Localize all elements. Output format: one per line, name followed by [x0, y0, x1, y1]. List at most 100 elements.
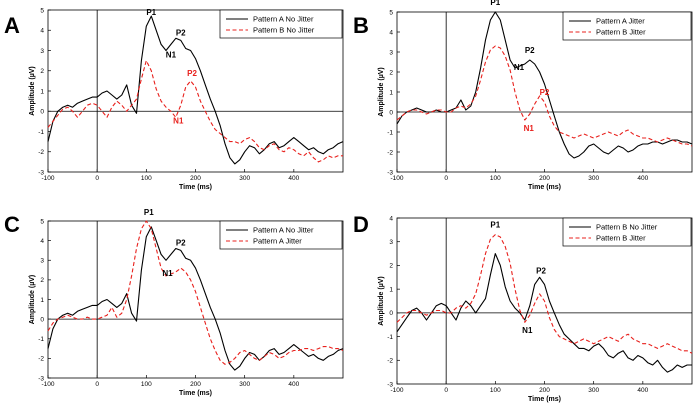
x-axis-title: Time (ms) — [179, 184, 212, 191]
y-tick-label: 1 — [40, 297, 44, 304]
y-tick-label: 0 — [389, 310, 393, 317]
legend: Pattern B No Jitter Pattern B Jitter — [562, 217, 692, 247]
series-line-1 — [396, 253, 692, 373]
legend-label: Pattern A No Jitter — [253, 226, 314, 235]
x-tick-label: 100 — [141, 175, 152, 182]
x-tick-label: 300 — [239, 381, 250, 388]
y-axis-title: Amplitude (µV) — [29, 66, 36, 116]
peak-label: P2 — [536, 267, 546, 276]
y-tick-label: -3 — [387, 169, 393, 176]
series-line-2 — [47, 60, 343, 163]
x-tick-label: 200 — [539, 175, 550, 182]
panel-letter: C — [4, 212, 20, 237]
x-tick-label: 100 — [490, 387, 501, 394]
x-tick-label: 300 — [588, 387, 599, 394]
panel-letter: A — [4, 13, 20, 38]
y-tick-label: -2 — [38, 149, 44, 156]
y-tick-label: 3 — [389, 239, 393, 246]
series-line-2 — [47, 220, 344, 365]
x-tick-label: -100 — [41, 175, 54, 182]
x-tick-label: 100 — [141, 381, 152, 388]
y-tick-label: 4 — [40, 238, 44, 245]
legend-label: Pattern A Jitter — [253, 237, 302, 246]
y-tick-label: 5 — [40, 218, 44, 225]
y-tick-label: 4 — [389, 215, 393, 222]
y-tick-label: -3 — [38, 169, 44, 176]
y-tick-label: 4 — [389, 29, 393, 36]
y-tick-label: -1 — [38, 336, 44, 343]
x-tick-label: 0 — [95, 381, 99, 388]
peak-label: N1 — [514, 63, 525, 72]
peak-label: P2 — [187, 69, 197, 78]
legend-box — [562, 11, 692, 41]
x-tick-label: 400 — [637, 387, 648, 394]
y-tick-label: 2 — [389, 69, 393, 76]
y-tick-label: 2 — [40, 68, 44, 75]
peak-label: N1 — [166, 51, 177, 60]
y-tick-label: 2 — [40, 277, 44, 284]
x-tick-label: -100 — [390, 175, 403, 182]
legend: Pattern A Jitter Pattern B Jitter — [562, 11, 692, 41]
x-tick-label: -100 — [41, 381, 54, 388]
x-axis-title: Time (ms) — [179, 390, 212, 397]
y-tick-label: 5 — [389, 9, 393, 16]
peak-label: P2 — [176, 239, 186, 248]
x-tick-label: 0 — [95, 175, 99, 182]
y-tick-label: -1 — [38, 129, 44, 136]
x-tick-label: 0 — [444, 175, 448, 182]
y-tick-label: 2 — [389, 263, 393, 270]
y-tick-label: -2 — [38, 356, 44, 363]
y-tick-label: -2 — [387, 358, 393, 365]
legend: Pattern A No Jitter Pattern B No Jitter — [219, 9, 343, 39]
legend: Pattern A No Jitter Pattern A Jitter — [219, 220, 343, 250]
y-tick-label: 0 — [40, 316, 44, 323]
y-axis-title: Amplitude (µV) — [378, 67, 385, 117]
legend-box — [219, 9, 343, 39]
series-line-2 — [396, 45, 693, 147]
x-tick-label: 400 — [288, 175, 299, 182]
y-tick-label: 4 — [40, 28, 44, 35]
x-tick-label: 300 — [588, 175, 599, 182]
panel-c: -100 0 100 200 300 400 -3 -2 -1 0 1 2 3 4 5 Time (ms) Am… — [4, 208, 344, 397]
y-tick-label: 5 — [40, 7, 44, 14]
x-tick-label: -100 — [390, 387, 403, 394]
peak-label: N1 — [162, 269, 173, 278]
x-tick-label: 200 — [190, 175, 201, 182]
panel-letter: D — [353, 212, 369, 237]
legend-label: Pattern B No Jitter — [596, 223, 658, 232]
x-tick-label: 0 — [444, 387, 448, 394]
peak-label: P2 — [540, 88, 550, 97]
y-tick-label: 3 — [40, 258, 44, 265]
x-tick-label: 100 — [490, 175, 501, 182]
x-axis-title: Time (ms) — [528, 184, 561, 191]
y-tick-label: -3 — [38, 375, 44, 382]
y-tick-label: 3 — [40, 48, 44, 55]
y-tick-label: 0 — [40, 109, 44, 116]
y-tick-label: 1 — [389, 89, 393, 96]
y-axis-title: Amplitude (µV) — [378, 276, 385, 326]
series-line-2 — [396, 234, 693, 354]
legend-label: Pattern A No Jitter — [253, 15, 314, 24]
peak-label: P2 — [525, 46, 535, 55]
legend-label: Pattern B No Jitter — [253, 26, 315, 35]
peak-label: P1 — [490, 0, 500, 7]
x-axis-title: Time (ms) — [528, 396, 561, 403]
legend-box — [562, 217, 692, 247]
panel-b: -100 0 100 200 300 400 -3 -2 -1 0 1 2 3 4 5 Time (ms) Am… — [353, 0, 693, 191]
peak-label: P2 — [176, 28, 186, 37]
peak-label: N1 — [522, 326, 533, 335]
y-tick-label: -2 — [387, 149, 393, 156]
panel-letter: B — [353, 13, 369, 38]
y-tick-label: 0 — [389, 109, 393, 116]
x-tick-label: 300 — [239, 175, 250, 182]
peak-label: P1 — [490, 220, 500, 229]
y-axis-title: Amplitude (µV) — [29, 275, 36, 325]
panel-a: -100 0 100 200 300 400 -3 -2 -1 0 1 2 3 4 5 Time (ms) Am… — [4, 7, 344, 191]
y-tick-label: -3 — [387, 381, 393, 388]
y-tick-label: 1 — [389, 286, 393, 293]
panel-d: -100 0 100 200 300 400 -3 -2 -1 0 1 2 3 4 Time (ms) Amp… — [353, 212, 693, 403]
x-tick-label: 400 — [288, 381, 299, 388]
y-tick-label: 1 — [40, 88, 44, 95]
x-tick-label: 200 — [539, 387, 550, 394]
